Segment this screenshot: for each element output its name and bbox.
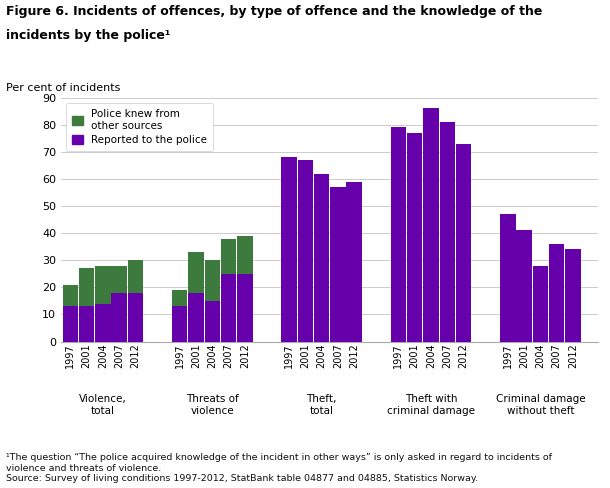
Bar: [330, 187, 346, 342]
Bar: [346, 182, 362, 342]
Bar: [516, 230, 532, 342]
Text: Theft,
total: Theft, total: [306, 394, 337, 416]
Bar: [127, 293, 143, 342]
Bar: [390, 127, 406, 342]
Bar: [188, 293, 204, 342]
Bar: [172, 290, 187, 306]
Bar: [127, 260, 143, 293]
Bar: [188, 252, 204, 293]
Text: Criminal damage
without theft: Criminal damage without theft: [495, 394, 585, 416]
Bar: [79, 268, 95, 306]
Text: Per cent of incidents: Per cent of incidents: [6, 83, 120, 93]
Bar: [565, 249, 581, 342]
Bar: [204, 260, 220, 301]
Bar: [63, 306, 78, 342]
Bar: [456, 143, 472, 342]
Bar: [314, 174, 329, 342]
Bar: [79, 306, 95, 342]
Bar: [440, 122, 455, 342]
Bar: [112, 265, 127, 293]
Bar: [204, 301, 220, 342]
Legend: Police knew from
other sources, Reported to the police: Police knew from other sources, Reported…: [66, 103, 214, 151]
Text: Theft with
criminal damage: Theft with criminal damage: [387, 394, 475, 416]
Bar: [237, 236, 253, 274]
Text: incidents by the police¹: incidents by the police¹: [6, 29, 170, 42]
Bar: [500, 214, 515, 342]
Bar: [95, 265, 110, 304]
Bar: [172, 306, 187, 342]
Bar: [112, 293, 127, 342]
Bar: [221, 239, 236, 274]
Text: Violence,
total: Violence, total: [79, 394, 127, 416]
Bar: [237, 274, 253, 342]
Bar: [533, 265, 548, 342]
Text: Threats of
violence: Threats of violence: [186, 394, 239, 416]
Bar: [423, 108, 439, 342]
Bar: [281, 157, 297, 342]
Text: Figure 6. Incidents of offences, by type of offence and the knowledge of the: Figure 6. Incidents of offences, by type…: [6, 5, 542, 18]
Bar: [63, 285, 78, 306]
Bar: [95, 304, 110, 342]
Bar: [549, 244, 564, 342]
Bar: [221, 274, 236, 342]
Bar: [298, 160, 313, 342]
Bar: [407, 133, 423, 342]
Text: ¹The question “The police acquired knowledge of the incident in other ways” is o: ¹The question “The police acquired knowl…: [6, 453, 552, 483]
